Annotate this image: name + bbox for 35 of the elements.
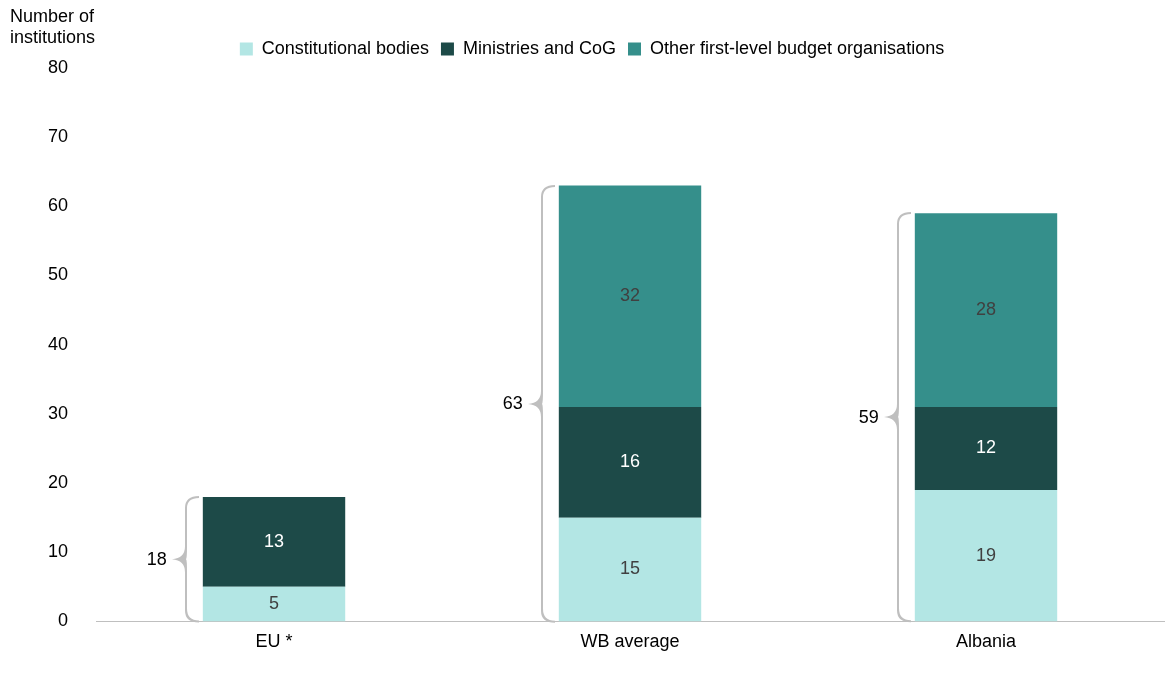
x-tick-label: EU * (255, 631, 293, 652)
y-axis-title: Number of institutions (10, 6, 97, 48)
bar (914, 213, 1058, 407)
bar (558, 185, 702, 407)
total-label: 59 (857, 406, 879, 429)
y-tick-label: 30 (47, 402, 69, 423)
bar (202, 496, 346, 587)
data-label: 15 (620, 558, 641, 579)
y-tick-label: 20 (47, 472, 69, 493)
total-label: 63 (501, 392, 523, 415)
legend-label: Other first-level budget organisations (650, 37, 945, 58)
data-label: 19 (975, 544, 997, 565)
y-tick-label: 10 (47, 541, 69, 562)
legend-label: Ministries and CoG (462, 37, 617, 58)
y-tick-label: 60 (47, 195, 69, 216)
data-label: 28 (975, 299, 997, 320)
data-label: 16 (620, 451, 641, 472)
bar (558, 406, 702, 518)
data-label: 5 (269, 593, 280, 614)
bar (558, 517, 702, 622)
data-label: 12 (975, 437, 997, 458)
legend-label: Constitutional bodies (261, 37, 429, 58)
bar (202, 586, 346, 622)
y-tick-label: 80 (47, 56, 69, 77)
y-tick-label: 70 (47, 126, 69, 147)
y-tick-label: 50 (47, 264, 69, 285)
data-label: 13 (264, 530, 285, 551)
x-tick-label: Albania (955, 631, 1018, 652)
x-tick-label: WB average (580, 631, 680, 652)
bar (914, 489, 1058, 622)
bar (914, 406, 1058, 490)
total-label: 18 (145, 548, 167, 571)
y-tick-label: 40 (47, 333, 69, 354)
data-label: 32 (620, 285, 641, 306)
y-tick-label: 0 (58, 610, 69, 631)
